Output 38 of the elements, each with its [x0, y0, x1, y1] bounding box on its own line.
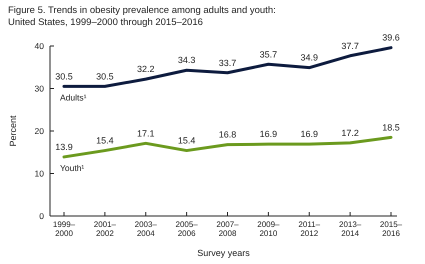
- data-label: 17.1: [136, 128, 155, 138]
- y-tick-label: 40: [34, 41, 44, 51]
- data-label: 35.7: [260, 49, 278, 60]
- x-axis-title: Survey years: [197, 248, 250, 258]
- data-label: 37.7: [341, 40, 359, 51]
- x-tick-label: 2005– 2006: [176, 220, 198, 238]
- x-tick-label: 2009– 2010: [257, 220, 280, 238]
- data-label: 16.9: [260, 129, 278, 140]
- chart-subtitle: United States, 1999–2000 through 2015–2016: [8, 17, 203, 28]
- x-tick-label: 1999– 2000: [52, 220, 76, 238]
- series-label: Adults¹: [60, 92, 87, 102]
- data-label: 32.2: [136, 64, 155, 74]
- y-tick-label: 0: [39, 211, 44, 221]
- x-tick-label: 2003– 2004: [134, 220, 158, 238]
- x-tick-label: 2013– 2014: [339, 220, 362, 238]
- data-label: 34.3: [178, 55, 196, 66]
- x-tick-label: 2001– 2002: [94, 220, 117, 238]
- data-label: 18.5: [382, 122, 400, 132]
- y-tick-label: 10: [34, 168, 44, 178]
- data-label: 13.9: [55, 142, 73, 152]
- y-tick-label: 30: [34, 84, 44, 94]
- data-label: 34.9: [300, 52, 318, 63]
- chart-title: Figure 5. Trends in obesity prevalence among adults and youth:: [8, 5, 276, 16]
- series-label: Youth¹: [60, 162, 84, 173]
- data-label: 16.9: [300, 129, 318, 140]
- x-tick-label: 2015– 2016: [380, 220, 403, 238]
- data-label: 16.8: [218, 130, 236, 140]
- data-label: 30.5: [96, 71, 114, 82]
- x-tick-label: 2011– 2012: [298, 220, 321, 238]
- y-axis-title: Percent: [8, 115, 18, 147]
- data-label: 30.5: [55, 71, 73, 82]
- data-label: 15.4: [178, 136, 196, 146]
- y-tick-label: 20: [34, 126, 44, 136]
- data-label: 17.2: [341, 128, 359, 138]
- data-label: 15.4: [96, 136, 114, 146]
- data-label: 33.7: [218, 58, 236, 68]
- data-label: 39.6: [382, 32, 400, 43]
- x-tick-label: 2007– 2008: [216, 220, 240, 238]
